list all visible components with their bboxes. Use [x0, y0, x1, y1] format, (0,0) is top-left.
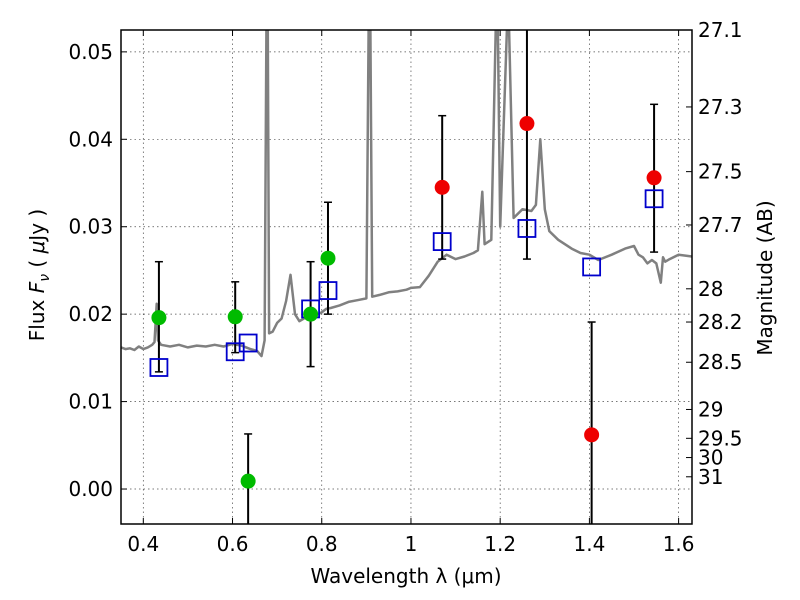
model-flux-square	[149, 358, 169, 377]
right-tick-label: 27.7	[698, 213, 743, 237]
x-tick-label: 1.4	[573, 532, 605, 556]
x-tick-label: 0.6	[217, 532, 249, 556]
optical-flux-marker	[151, 310, 167, 326]
axis-ticks: 0.4 0.6 0.8 1 1.2 1.4 1.6 0.00 0.01 0.02 0.03 0.04 0…	[68, 18, 742, 556]
data-points	[149, 30, 664, 524]
y-tick-label: 0.03	[68, 215, 113, 239]
right-axis-label: Magnitude (AB)	[753, 200, 777, 355]
y-tick-label: 0.05	[68, 40, 113, 64]
optical-flux-marker	[227, 309, 243, 325]
model-flux-square	[318, 281, 338, 300]
right-tick-label: 29	[698, 397, 723, 421]
nir-flux-marker	[646, 170, 662, 186]
model-flux-square	[644, 189, 664, 209]
right-tick-label: 27.1	[698, 18, 743, 42]
x-tick-label: 1	[405, 532, 418, 556]
y-tick-label: 0.04	[68, 127, 113, 151]
x-axis-label: Wavelength λ (μm)	[310, 564, 501, 588]
nir-flux-marker	[519, 116, 535, 132]
x-tick-label: 1.2	[484, 532, 516, 556]
right-tick-label: 27.5	[698, 160, 743, 184]
right-tick-label: 31	[698, 465, 723, 489]
right-tick-label: 28.5	[698, 350, 743, 374]
right-tick-label: 27.3	[698, 95, 743, 119]
y-tick-label: 0.01	[68, 390, 113, 414]
nir-flux-marker	[584, 427, 600, 443]
sed-curve	[121, 30, 692, 358]
optical-flux-marker	[303, 306, 319, 322]
x-tick-label: 1.6	[663, 532, 695, 556]
right-tick-label: 28	[698, 277, 723, 301]
x-tick-label: 0.8	[306, 532, 338, 556]
model-flux-square	[582, 257, 602, 277]
model-flux-square	[517, 219, 537, 238]
nir-flux-marker	[434, 179, 450, 195]
right-tick-label: 30	[698, 446, 723, 470]
optical-flux-marker	[240, 473, 256, 489]
right-tick-label: 29.5	[698, 426, 743, 450]
y-tick-label: 0.02	[68, 302, 113, 326]
grid-lines	[121, 30, 692, 524]
y-axis-label: Flux Fν ( μJy )	[25, 209, 53, 341]
sed-model-line	[121, 30, 692, 358]
optical-flux-marker	[320, 250, 336, 266]
model-flux-square	[238, 333, 258, 353]
y-tick-label: 0.00	[68, 477, 113, 501]
x-tick-label: 0.4	[127, 532, 159, 556]
plot-frame	[120, 29, 693, 525]
right-tick-label: 28.2	[698, 310, 743, 334]
model-flux-square	[432, 232, 452, 251]
